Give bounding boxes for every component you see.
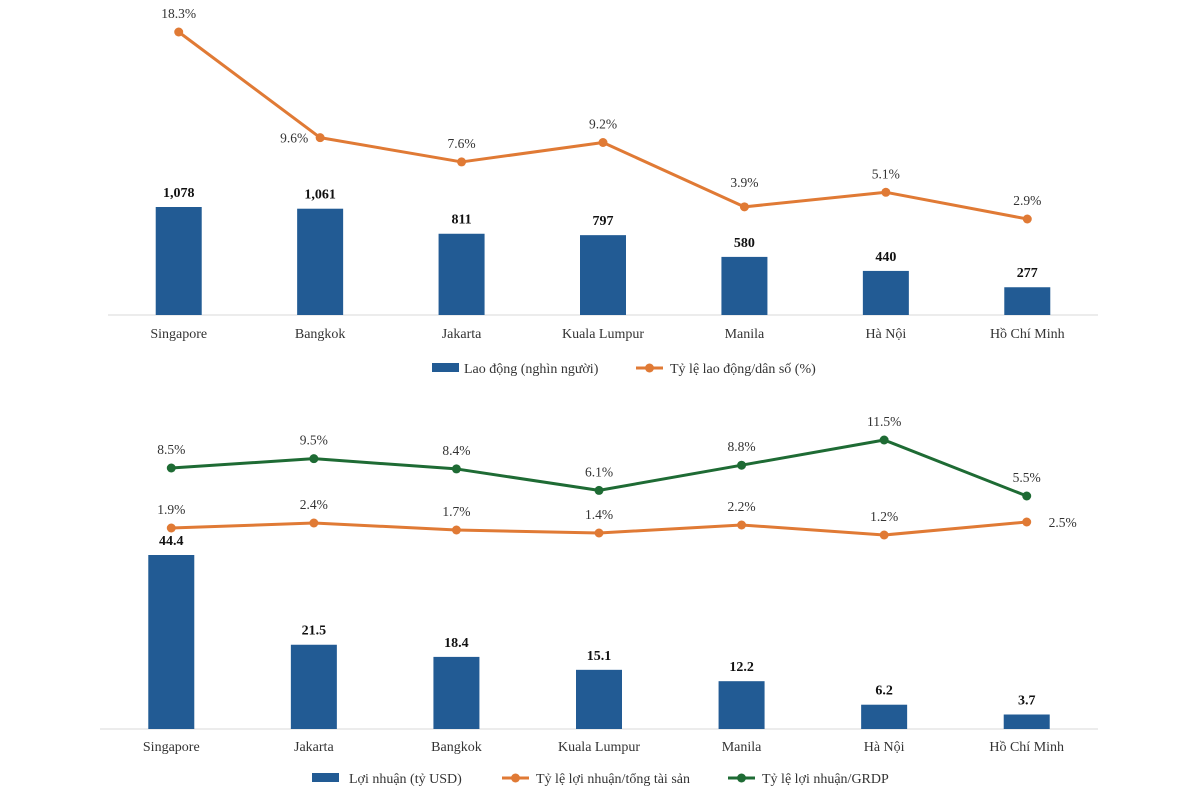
bar xyxy=(1003,714,1050,729)
legend-swatch-marker xyxy=(645,363,654,373)
legend-swatch-marker xyxy=(737,773,746,783)
line-point xyxy=(451,525,461,535)
bar xyxy=(290,644,337,729)
bar-value-label: 12.2 xyxy=(729,660,754,675)
bar-value-label: 15.1 xyxy=(587,649,612,664)
line-value-label: 9.6% xyxy=(280,131,308,146)
line-value-label: 1.9% xyxy=(157,502,185,517)
line-value-label: 18.3% xyxy=(161,6,196,21)
x-tick-label: Manila xyxy=(722,740,762,755)
line-point xyxy=(879,435,889,445)
x-tick-label: Hồ Chí Minh xyxy=(990,327,1065,342)
line-value-label: 1.2% xyxy=(870,509,898,524)
line-point xyxy=(309,454,319,464)
bar xyxy=(1004,287,1051,315)
bar-value-label: 44.4 xyxy=(159,534,184,549)
line-point xyxy=(594,528,604,538)
line-value-label: 9.5% xyxy=(300,433,328,448)
bar xyxy=(580,235,626,315)
line-point xyxy=(737,520,747,530)
legend-label: Tỷ lệ lợi nhuận/GRDP xyxy=(762,772,889,787)
bar xyxy=(438,233,485,315)
legend-label: Tỷ lệ lao động/dân số (%) xyxy=(670,362,816,377)
x-tick-label: Bangkok xyxy=(295,327,346,342)
bar xyxy=(155,207,202,315)
bar xyxy=(576,669,622,729)
line-value-label: 5.5% xyxy=(1013,470,1041,485)
legend-label: Lợi nhuận (tỷ USD) xyxy=(349,772,462,787)
line-value-label: 2.5% xyxy=(1049,515,1077,530)
line-point xyxy=(457,157,467,167)
bar xyxy=(297,208,344,315)
x-tick-label: Singapore xyxy=(150,327,207,342)
bar xyxy=(433,656,480,729)
bar-value-label: 811 xyxy=(451,213,471,228)
line-value-label: 3.9% xyxy=(730,175,758,190)
bar-value-label: 3.7 xyxy=(1018,694,1036,709)
bar-value-label: 21.5 xyxy=(302,624,327,639)
line-point xyxy=(598,138,608,147)
x-tick-label: Bangkok xyxy=(431,740,482,755)
bar-value-label: 580 xyxy=(734,236,755,251)
x-tick-label: Singapore xyxy=(143,740,200,755)
line-value-label: 11.5% xyxy=(867,414,901,429)
line-value-label: 1.7% xyxy=(442,504,470,519)
legend-swatch-marker xyxy=(511,773,520,783)
bar-value-label: 18.4 xyxy=(444,636,469,651)
line-point xyxy=(451,464,461,474)
x-tick-label: Hà Nội xyxy=(864,740,905,755)
bar xyxy=(861,704,908,729)
line-point xyxy=(879,530,889,540)
line-point xyxy=(881,187,891,197)
line-point xyxy=(174,27,184,37)
line-point xyxy=(594,485,604,495)
line-value-label: 7.6% xyxy=(448,136,476,151)
x-tick-label: Manila xyxy=(725,327,765,342)
bar-value-label: 1,061 xyxy=(304,188,336,203)
legend-swatch-bar xyxy=(312,773,339,782)
bar xyxy=(721,256,768,315)
line-value-label: 2.2% xyxy=(728,499,756,514)
line-point xyxy=(315,133,325,143)
x-tick-label: Jakarta xyxy=(442,327,482,342)
x-tick-label: Hà Nội xyxy=(865,327,906,342)
bar xyxy=(862,270,909,315)
line-value-label: 1.4% xyxy=(585,507,613,522)
x-tick-label: Jakarta xyxy=(294,740,334,755)
line-value-label: 6.1% xyxy=(585,464,613,479)
line-value-label: 9.2% xyxy=(589,117,617,132)
legend-label: Tỷ lệ lợi nhuận/tổng tài sản xyxy=(536,772,690,787)
bar-value-label: 440 xyxy=(875,250,896,265)
bar xyxy=(718,681,765,729)
x-tick-label: Kuala Lumpur xyxy=(558,740,640,755)
line-point xyxy=(309,518,319,528)
line-point xyxy=(1022,214,1032,224)
line-point xyxy=(166,463,176,473)
line-value-label: 5.1% xyxy=(872,166,900,181)
line-value-label: 8.5% xyxy=(157,442,185,457)
bar-value-label: 797 xyxy=(593,214,614,229)
line-point xyxy=(1022,517,1032,527)
line-point xyxy=(739,202,749,212)
line-point xyxy=(166,523,176,533)
line-point xyxy=(1022,491,1032,501)
bar xyxy=(148,555,195,729)
x-tick-label: Kuala Lumpur xyxy=(562,327,644,342)
bar-value-label: 277 xyxy=(1017,266,1038,281)
legend-swatch-bar xyxy=(432,363,459,372)
line-value-label: 2.9% xyxy=(1013,193,1041,208)
line-value-label: 8.8% xyxy=(728,439,756,454)
bar-value-label: 6.2 xyxy=(875,684,893,699)
line-value-label: 8.4% xyxy=(442,443,470,458)
x-tick-label: Hồ Chí Minh xyxy=(989,740,1064,755)
line-point xyxy=(737,460,747,470)
bar-value-label: 1,078 xyxy=(163,186,195,201)
legend-label: Lao động (nghìn người) xyxy=(464,362,599,377)
line-value-label: 2.4% xyxy=(300,497,328,512)
